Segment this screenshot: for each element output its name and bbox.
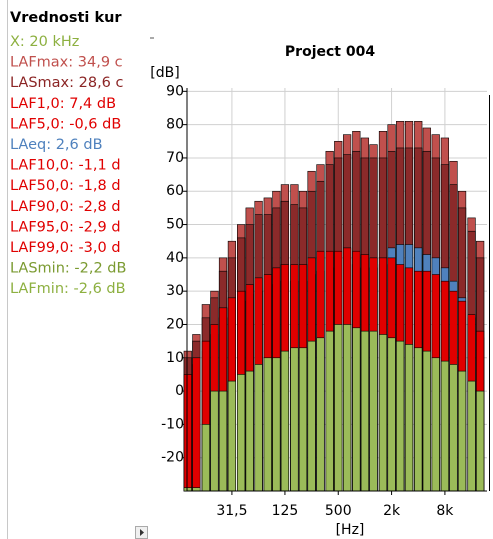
bar [272,357,281,492]
values-panel: Vrednosti kur X: 20 kHz LAFmax: 34,9 c LAS… [10,10,126,297]
scroll-button[interactable] [135,526,148,539]
bar [218,390,228,492]
bar [431,357,440,492]
y-tick-label: 80 [166,117,184,133]
bar [316,337,325,492]
bar [343,324,352,492]
y-axis-label: [dB] [150,65,179,81]
bar [245,370,254,492]
y-tick-label: 50 [166,217,184,233]
y-tick-label: 30 [166,283,184,299]
bar [227,380,237,492]
bar [440,360,450,492]
panel-item: LAeq: 2,6 dB [10,137,103,153]
bar [210,390,219,492]
y-tick-label: 10 [166,350,184,366]
bar [476,390,485,492]
bar [404,344,414,492]
x-tick-label: 125 [272,503,299,519]
bar [307,340,316,492]
y-tick-label: 70 [166,150,184,166]
bar [369,330,378,492]
bar [396,340,405,492]
bar [352,327,361,492]
bar [414,347,423,492]
chart-title: Project 004 [285,44,375,60]
y-tick-label: 40 [166,250,184,266]
bar [467,380,476,492]
y-tick-label: -20 [161,450,184,466]
panel-title: Vrednosti kur [10,10,122,26]
y-tick-label: 0 [175,383,184,399]
bar [360,330,370,492]
panel-item: LASmin: -2,2 dB [10,261,126,277]
x-tick-label: 31,5 [216,503,247,519]
y-tick-label: 90 [166,83,184,99]
bar [254,364,263,492]
bar [457,370,467,492]
panel-item: LAF90,0: -2,8 d [10,199,121,215]
bar [290,347,299,492]
bar [183,374,192,492]
panel-item: LASmax: 28,6 c [10,75,124,91]
bar [280,350,290,492]
bar [422,350,431,492]
bar [298,347,308,492]
panel-item: LAF5,0: -0,6 dB [10,116,121,132]
y-tick-label: 60 [166,183,184,199]
x-tick-label: 2k [383,503,401,519]
panel-item: LAF95,0: -2,9 d [10,219,121,235]
panel-item: LAFmax: 34,9 c [10,55,123,71]
bar [263,357,272,492]
bar [334,324,343,492]
chart: Project 004 [dB] [Hz] -20 -10 0 10 20 30 40 50 6… [150,44,487,538]
bar [237,374,246,492]
panel-item: LAF50,0: -1,8 d [10,178,121,194]
y-tick-label: 20 [166,316,184,332]
panel-item: LAF10,0: -1,1 d [10,158,121,174]
x-axis-label: [Hz] [336,522,365,538]
panel-item: LAF99,0: -3,0 d [10,240,121,256]
bar [201,424,210,492]
bar [378,334,388,492]
x-tick-label: 500 [325,503,352,519]
bar [387,337,396,492]
x-tick-label: 8k [436,503,454,519]
panel-item: LAFmin: -2,6 dB [10,281,126,297]
y-tick-label: -10 [161,416,184,432]
bar [192,357,201,492]
panel-item: LAF1,0: 7,4 dB [10,96,116,112]
bar [449,364,458,492]
bar [325,330,334,492]
panel-item: X: 20 kHz [10,34,79,50]
